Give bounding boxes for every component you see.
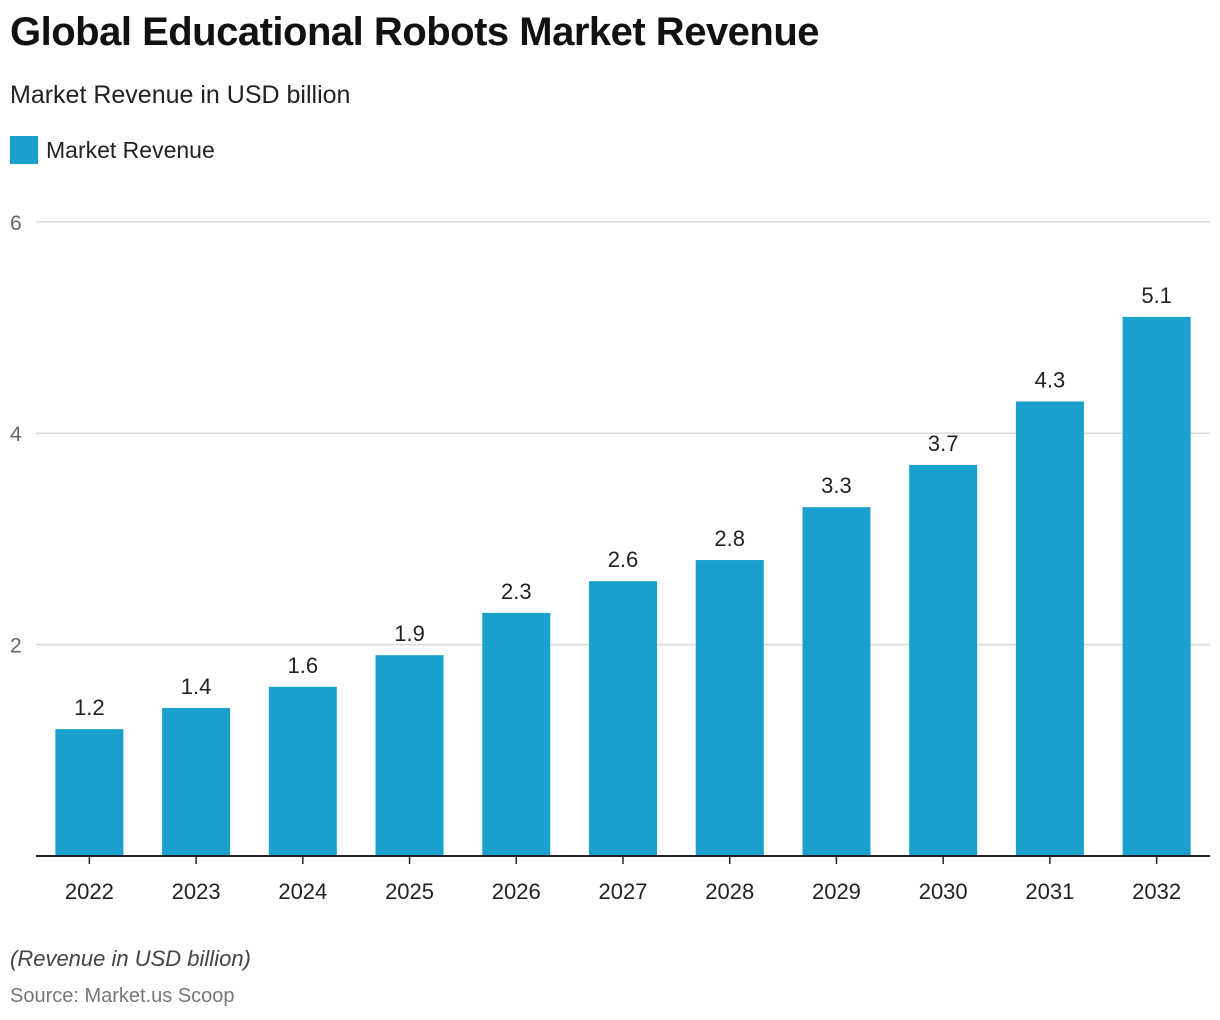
- x-tick-label: 2027: [599, 879, 648, 904]
- data-label: 1.4: [181, 674, 212, 699]
- y-tick-label: 2: [10, 635, 22, 658]
- bar: [482, 612, 551, 856]
- bar: [375, 655, 444, 856]
- x-tick-label: 2026: [492, 879, 541, 904]
- legend: Market Revenue: [10, 136, 215, 164]
- bar: [1122, 316, 1191, 856]
- data-label: 2.6: [608, 547, 639, 572]
- data-label: 4.3: [1035, 367, 1066, 392]
- x-tick-label: 2032: [1132, 879, 1181, 904]
- source-note: Source: Market.us Scoop: [10, 985, 235, 1007]
- bar: [909, 464, 978, 856]
- bar: [268, 686, 337, 856]
- bar: [1015, 401, 1084, 856]
- x-tick-label: 2022: [65, 879, 114, 904]
- chart-subtitle: Market Revenue in USD billion: [10, 81, 351, 109]
- data-label: 3.7: [928, 431, 959, 456]
- data-label: 2.8: [714, 526, 745, 551]
- x-tick-label: 2031: [1025, 879, 1074, 904]
- data-label: 2.3: [501, 579, 532, 604]
- x-tick-label: 2024: [278, 879, 327, 904]
- data-label: 1.2: [74, 695, 105, 720]
- x-tick-label: 2028: [705, 879, 754, 904]
- bar: [802, 507, 871, 856]
- y-tick-label: 6: [10, 212, 22, 235]
- footnote: (Revenue in USD billion): [10, 946, 251, 971]
- data-label: 5.1: [1141, 283, 1172, 308]
- x-tick-label: 2025: [385, 879, 434, 904]
- data-label: 1.6: [288, 653, 319, 678]
- y-tick-label: 4: [10, 423, 22, 446]
- data-label: 3.3: [821, 473, 852, 498]
- legend-swatch: [10, 136, 38, 164]
- data-label: 1.9: [394, 621, 425, 646]
- x-tick-label: 2030: [919, 879, 968, 904]
- bar: [55, 729, 124, 856]
- bar: [589, 581, 657, 856]
- chart-title: Global Educational Robots Market Revenue: [10, 10, 820, 54]
- bar: [695, 560, 764, 856]
- x-tick-label: 2029: [812, 879, 861, 904]
- legend-label: Market Revenue: [46, 136, 215, 163]
- bar: [162, 708, 231, 856]
- x-tick-label: 2023: [172, 879, 221, 904]
